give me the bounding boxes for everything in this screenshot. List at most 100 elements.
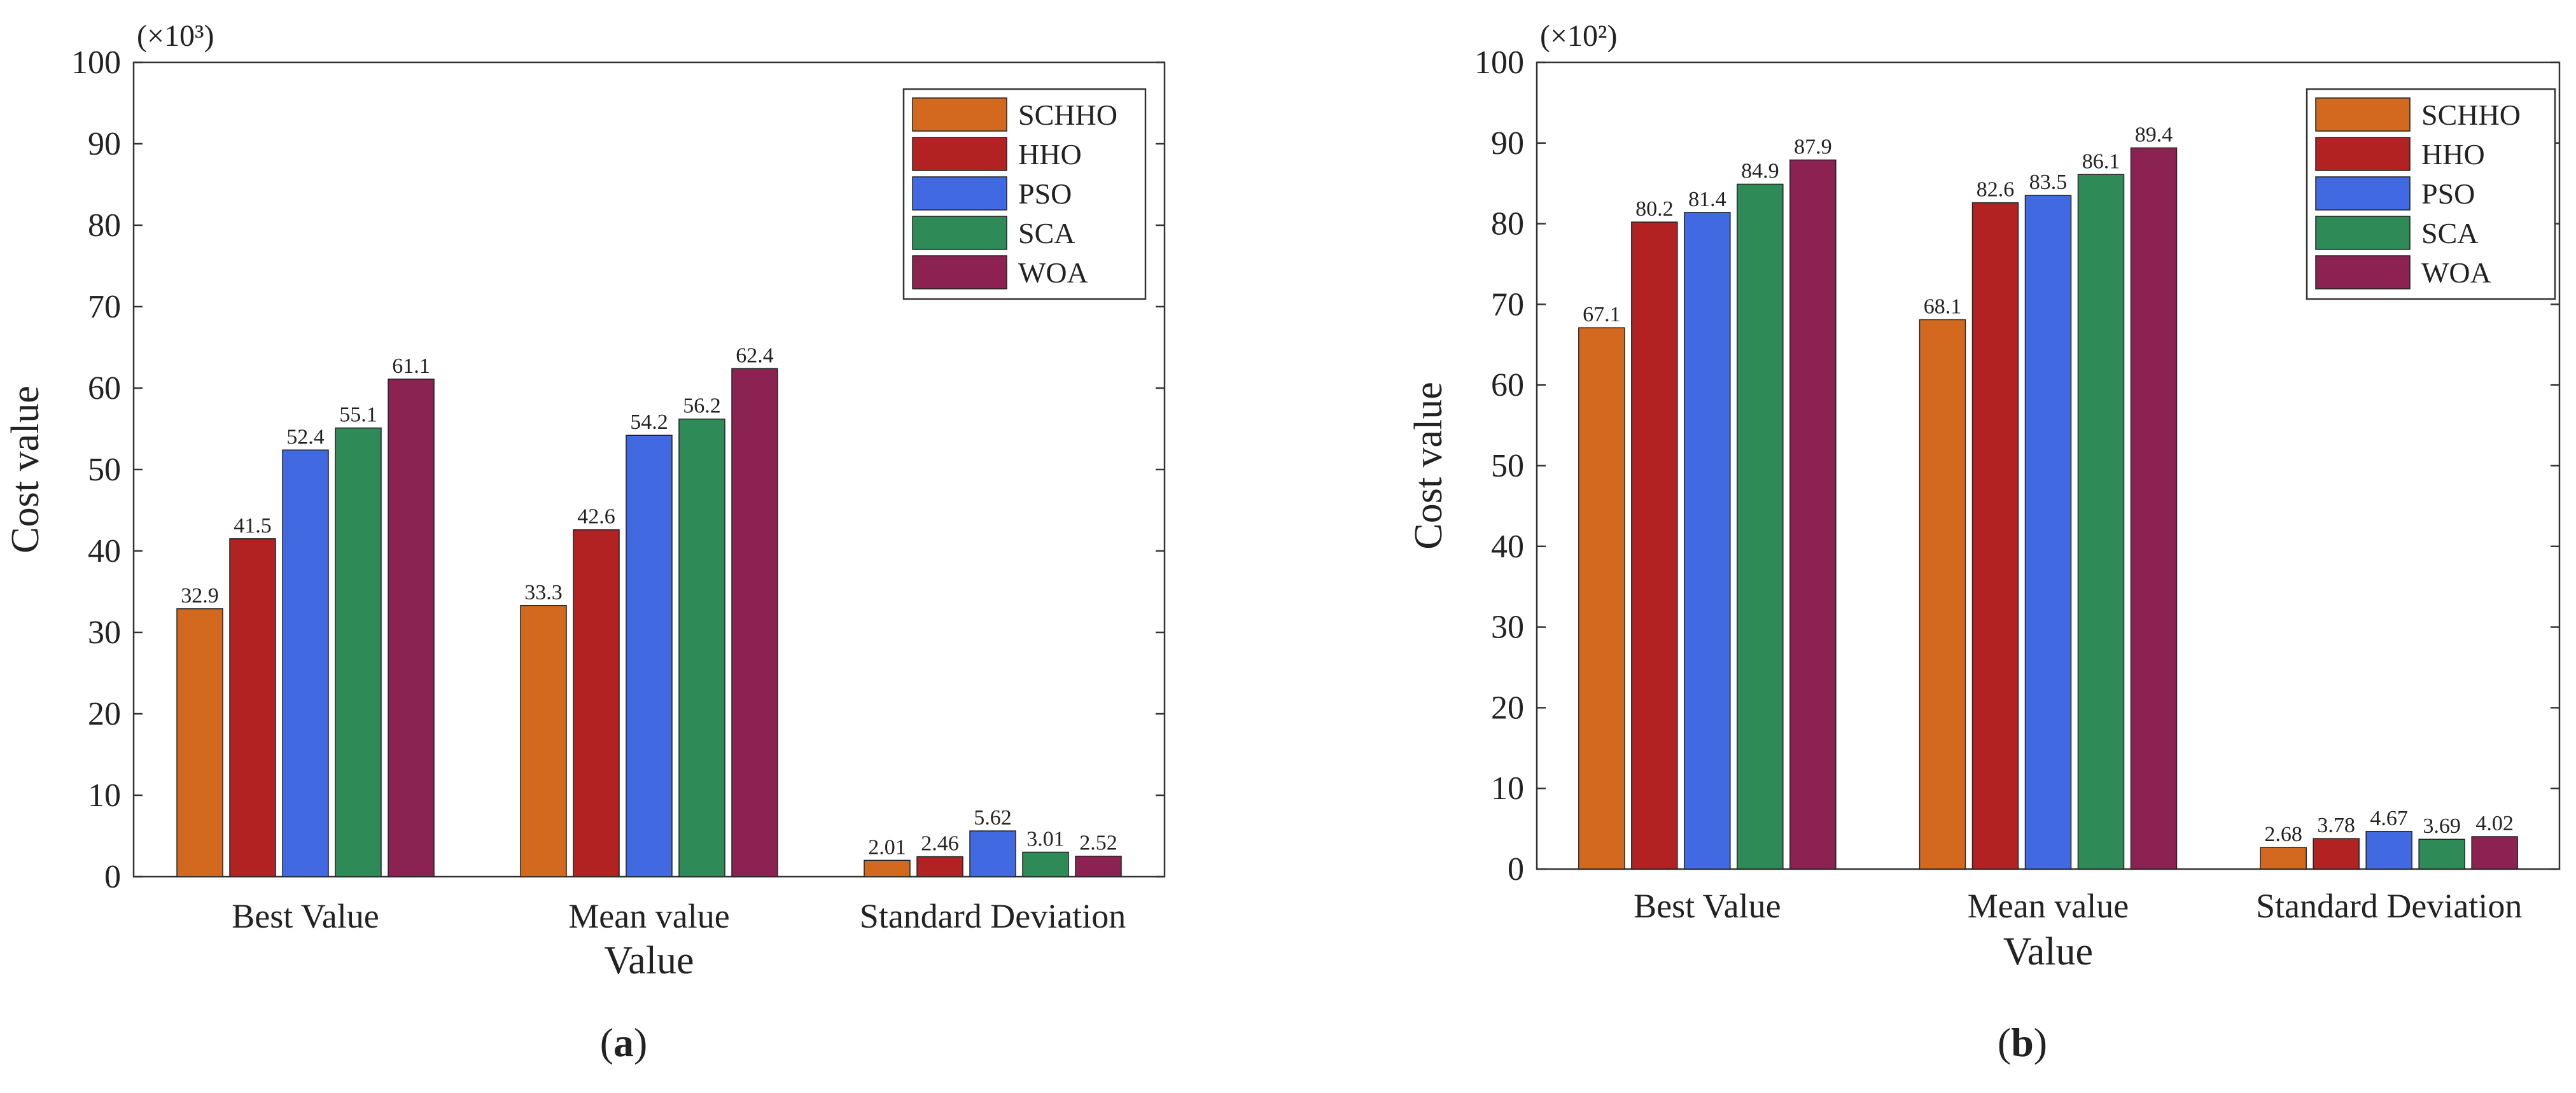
y-tick-label: 60 [1491,367,1524,403]
legend-swatch-pso [912,176,1007,211]
y-multiplier-label: (×10²) [1540,19,1617,53]
bar-data-label: 81.4 [1688,188,1726,211]
bar-data-label: 67.1 [1583,303,1621,326]
chart-panel-2: 0 10 20 30 40 50 60 70 80 90 100 (×10²) Cost value Be… [1407,19,2561,1065]
bar-data-label: 3.69 [2423,814,2461,838]
y-tick-label: 30 [88,615,121,651]
legend-swatch-hho [2315,137,2411,171]
y-tick-label: 80 [1491,206,1524,242]
bar-sca-3 [1022,851,1069,877]
bar-data-label: 42.6 [577,505,615,529]
bar-data-label: 54.2 [630,410,668,434]
x-category-label: Mean value [1968,887,2129,925]
bar-data-label: 2.68 [2264,823,2302,846]
legend: SCHHO HHO PSO SCA WOA [2306,88,2556,300]
bar-schho-3 [864,860,911,877]
y-tick-label: 100 [71,45,121,81]
legend-label-sca: SCA [1018,217,1075,249]
y-tick-label: 90 [1491,125,1524,162]
y-tick-label: 50 [1491,448,1524,484]
bar-schho-2 [520,605,567,877]
y-tick-label: 20 [88,696,121,732]
bar-data-label: 82.6 [1977,178,2015,202]
bar-data-label: 61.1 [392,354,430,378]
bar-sca-2 [678,418,725,877]
y-tick-label: 40 [88,533,121,569]
legend-swatch-sca [912,216,1007,250]
x-category-label: Mean value [568,897,729,935]
panel-label-letter: b [2011,1020,2034,1065]
bar-data-label: 83.5 [2029,171,2068,194]
bar-woa-2 [2130,147,2178,870]
bar-pso-1 [1684,212,1731,870]
legend-swatch-schho [2315,97,2411,132]
bar-woa-3 [1075,855,1122,877]
x-category-label: Best Value [232,897,379,935]
bar-pso-2 [2024,195,2072,870]
legend-label-schho: SCHHO [2421,99,2521,131]
bar-data-label: 84.9 [1741,159,1779,183]
bar-data-label: 3.78 [2317,814,2355,837]
panel-label-close: ) [634,1020,647,1065]
bar-data-label: 2.52 [1079,832,1117,855]
bar-data-label: 89.4 [2135,123,2173,146]
y-tick-label: 10 [88,777,121,814]
bar-pso-3 [2365,831,2412,870]
legend-label-pso: PSO [2421,178,2475,210]
y-tick-label: 0 [104,859,121,895]
bar-data-label: 2.01 [868,835,906,859]
bar-data-label: 62.4 [736,344,774,367]
bar-schho-2 [1919,319,1966,870]
legend-swatch-schho [912,97,1007,132]
bar-pso-2 [626,435,673,877]
bar-sca-2 [2077,174,2125,870]
bar-hho-3 [2313,838,2360,870]
x-axis-title: Value [604,939,694,982]
panel-label-open: ( [1998,1020,2011,1065]
bar-schho-1 [1578,327,1625,870]
bar-data-label: 3.01 [1026,827,1065,851]
y-tick-label: 10 [1491,770,1524,807]
bar-pso-1 [282,449,329,877]
legend-label-sca: SCA [2421,217,2478,249]
bar-data-label: 86.1 [2082,150,2120,173]
legend-label-woa: WOA [2421,256,2491,289]
bar-woa-1 [1789,159,1837,870]
bar-sca-3 [2418,839,2465,870]
bar-data-label: 33.3 [524,581,563,604]
bar-data-label: 56.2 [683,394,721,418]
y-axis-title: Cost value [1407,382,1450,549]
panel-label-open: ( [600,1020,613,1065]
panel-label-close: ) [2034,1020,2047,1065]
y-tick-label: 80 [88,207,121,244]
panel-label: (b) [1998,1020,2047,1065]
bar-pso-3 [969,830,1016,877]
bar-data-label: 80.2 [1635,197,1674,221]
bar-data-label: 5.62 [974,806,1012,830]
bar-hho-1 [1631,221,1678,870]
legend: SCHHO HHO PSO SCA WOA [902,88,1147,300]
legend-swatch-hho [912,137,1007,171]
bar-hho-3 [916,856,963,877]
chart-panel-1: 0 10 20 30 40 50 60 70 80 90 100 (×10³) Cost value Be… [4,19,1166,1065]
bar-data-label: 32.9 [181,584,219,608]
y-multiplier-label: (×10³) [137,19,214,53]
y-axis-title: Cost value [4,386,47,553]
y-tick-label: 60 [88,370,121,407]
legend-label-hho: HHO [2421,138,2485,171]
legend-label-pso: PSO [1018,178,1072,210]
bar-data-label: 55.1 [339,403,377,427]
y-tick-label: 90 [88,126,121,162]
bar-data-label: 87.9 [1794,135,1832,158]
x-category-label: Best Value [1634,887,1781,925]
x-axis-title: Value [2003,930,2093,973]
bar-schho-1 [176,608,223,877]
panel-label-letter: a [613,1020,634,1065]
y-tick-label: 20 [1491,690,1524,726]
x-category-label: Standard Deviation [860,897,1126,935]
y-tick-label: 100 [1474,45,1524,81]
legend-swatch-pso [2315,176,2411,211]
legend-label-schho: SCHHO [1018,99,1117,131]
legend-swatch-woa [912,255,1007,289]
bar-data-label: 4.67 [2370,807,2408,830]
